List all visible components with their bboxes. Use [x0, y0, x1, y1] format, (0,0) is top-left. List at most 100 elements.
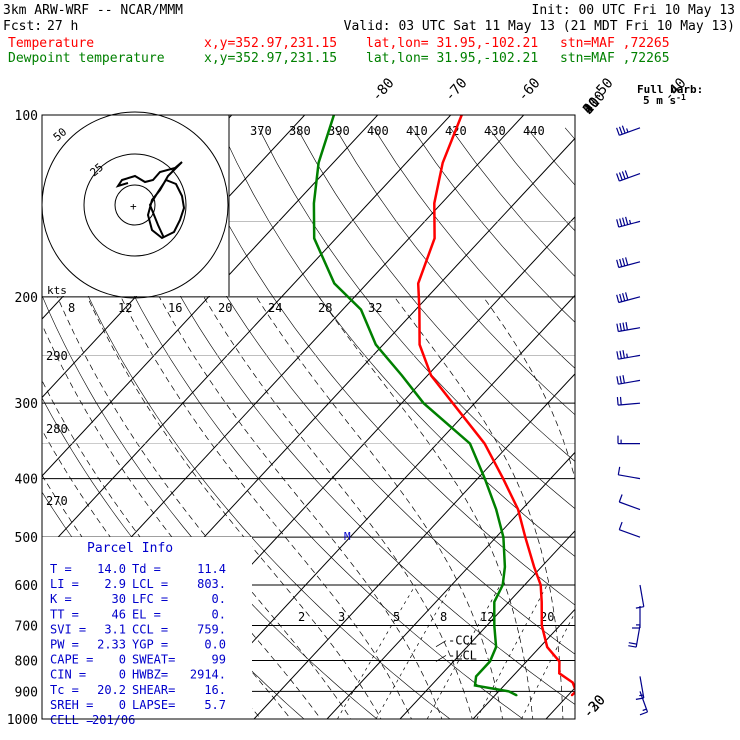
- temperature-point: [502, 477, 504, 480]
- moist-adiabat-line: [120, 296, 412, 719]
- parcel-row-value-right: 11.4: [197, 562, 226, 576]
- plot-frame: [41, 114, 576, 720]
- temperature-point: [546, 646, 548, 648]
- pressure-tick-label: 900: [15, 685, 38, 700]
- dewpoint-point: [484, 477, 486, 480]
- wind-barb-staff: [619, 127, 641, 136]
- dewpoint-point: [495, 508, 498, 511]
- parcel-m-marker: M: [344, 530, 351, 543]
- wind-barb: [616, 350, 641, 360]
- parcel-row-label-left: CIN =: [50, 668, 86, 682]
- pressure-tick-label: 100: [15, 109, 38, 124]
- isotherm-line: [180, 294, 575, 719]
- wind-barb-staff: [618, 402, 641, 406]
- temperature-point: [483, 442, 486, 445]
- parcel-row-label-left: TT =: [50, 607, 79, 621]
- wind-barb: [616, 375, 641, 385]
- parcel-row-value-left: 0: [119, 653, 126, 667]
- dry-adiabat-line: [296, 127, 575, 462]
- temperature-point: [558, 672, 561, 675]
- dewpoint-point: [469, 442, 471, 445]
- dewpoint-point: [501, 584, 504, 586]
- barb-legend-units: 5 m s: [643, 94, 676, 107]
- wind-barb: [616, 321, 641, 333]
- temperature-point: [558, 660, 561, 663]
- dewpoint-point: [360, 308, 362, 311]
- temperature-point: [430, 374, 432, 377]
- parcel-row-value-right: 803.: [197, 577, 226, 591]
- parcel-row-value-right: 16.: [204, 683, 226, 697]
- wind-barb: [616, 292, 641, 304]
- mixing-ratio-label-700: 12: [480, 610, 494, 624]
- parcel-row-value-right: 0.: [212, 592, 226, 606]
- parcel-row-label-right: CCL =: [132, 622, 168, 636]
- pressure-tick-label: 200: [15, 291, 38, 306]
- isotherm-line: [472, 608, 575, 719]
- wind-barb-staff: [618, 379, 641, 385]
- temperature-point: [539, 584, 542, 586]
- mixing-ratio-label-700: 8: [440, 610, 447, 624]
- legend-dewpoint-stn: stn=MAF ,72265: [560, 51, 670, 66]
- dry-adiabat-line: [449, 127, 575, 277]
- dewpoint-point: [508, 690, 510, 693]
- dry-adiabat-line: [42, 175, 451, 719]
- wind-barb-flag: [622, 217, 626, 226]
- isotherm-top-label: -70: [442, 75, 471, 105]
- wind-barb-staff: [618, 474, 641, 480]
- profile-curves: [312, 115, 575, 697]
- parcel-row-value-right: 0.0: [204, 638, 226, 652]
- moist-adiabat-line: [57, 296, 352, 719]
- wind-barb-flag: [616, 259, 620, 268]
- pressure-tick-label: 400: [15, 473, 38, 488]
- pressure-tick-label: 500: [15, 531, 38, 546]
- dewpoint-point: [516, 694, 518, 697]
- dewpoint-point: [313, 237, 316, 240]
- wind-barb-staff: [619, 501, 641, 511]
- pressure-tick-label: 800: [15, 654, 38, 669]
- wind-barb-flag: [618, 172, 623, 181]
- moist-adiabat-line: [651, 297, 680, 732]
- temperature-point: [418, 343, 421, 346]
- mixing-ratio-label-700: 20: [540, 610, 554, 624]
- dewpoint-point: [493, 624, 496, 627]
- dry-adiabat-line: [66, 127, 524, 719]
- moist-adiabat-line: [482, 296, 575, 481]
- isotherm-line: [42, 115, 452, 556]
- wind-barb-flag: [622, 322, 625, 331]
- wind-barb-staff: [639, 584, 645, 607]
- mixing-ratio-label-200: 28: [318, 301, 332, 315]
- temperature-point: [533, 566, 535, 568]
- wind-barb-staff: [635, 625, 641, 648]
- wind-barb-flag: [616, 351, 619, 360]
- wind-barb-flag: [616, 376, 619, 385]
- parcel-row-value-left: 14.0: [97, 562, 126, 576]
- isotherm-line: [326, 451, 575, 719]
- legend-temperature-xy: x,y=352.97,231.15: [204, 36, 337, 51]
- isotherm-line: [42, 115, 306, 399]
- parcel-row-value-right: 5.7: [204, 698, 226, 712]
- wind-barb-flag: [616, 323, 619, 332]
- dry-adiabat-left-label: 290: [46, 349, 68, 363]
- mixing-ratio-label-200: 20: [218, 301, 232, 315]
- dry-adiabat-line: [143, 127, 575, 655]
- dewpoint-point: [489, 660, 491, 663]
- wind-barb: [618, 521, 641, 538]
- wind-barb-flag: [628, 642, 637, 645]
- dry-adiabat-top-label: 430: [484, 124, 506, 138]
- parcel-row-value-left: 0: [119, 668, 126, 682]
- wind-barb-flag: [625, 257, 629, 266]
- barb-legend-line1: Full barb:: [637, 83, 703, 96]
- wind-barb-half-flag: [626, 353, 628, 358]
- hodograph-ring-inner: [114, 184, 156, 226]
- moist-adiabat-line: [256, 296, 503, 719]
- isotherm-line: [42, 115, 379, 477]
- wind-barb-staff: [619, 172, 641, 182]
- parcel-mark-tick: [435, 655, 447, 662]
- legend-temperature-name: Temperature: [8, 36, 94, 51]
- moist-adiabat-line: [579, 297, 631, 732]
- pressure-tick-label: 700: [15, 619, 38, 634]
- wind-barb-flag: [625, 321, 628, 331]
- legend-dewpoint-name: Dewpoint temperature: [8, 51, 165, 66]
- parcel-mark-label: -LCL: [448, 648, 477, 662]
- moist-adiabat-line: [158, 296, 443, 719]
